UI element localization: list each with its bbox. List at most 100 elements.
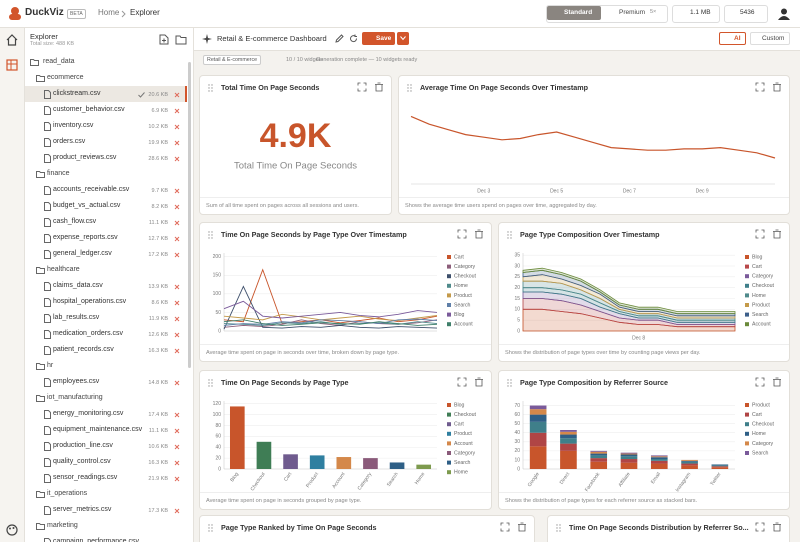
tree-folder[interactable]: marketing (47, 522, 78, 529)
save-button[interactable] (362, 32, 395, 45)
file-icon (44, 138, 51, 147)
tree-folder[interactable]: it_operations (47, 490, 88, 497)
tree-folder[interactable]: healthcare (47, 266, 80, 273)
expand-icon (357, 82, 367, 92)
line (223, 319, 438, 326)
delete-icon (174, 380, 180, 386)
tree-file[interactable]: product_reviews.csv (53, 154, 117, 161)
palette-icon[interactable] (6, 524, 18, 536)
line (410, 115, 776, 159)
legend-label: Product (752, 302, 770, 308)
bar-segment (681, 459, 698, 461)
x-tick-label: Instagram (675, 471, 693, 493)
tree-file[interactable]: claims_data.csv (53, 282, 103, 289)
x-tick-label: Dec 9 (696, 188, 709, 194)
handle-dot (410, 90, 412, 92)
bar-segment (590, 455, 608, 459)
tree-file[interactable]: lab_results.csv (53, 314, 100, 321)
delete-shape (174, 348, 180, 354)
tree-folder[interactable]: ecommerce (47, 74, 84, 81)
x-tick-label: Dec 5 (550, 188, 563, 194)
tree-file[interactable]: campaign_performance.csv (53, 538, 139, 542)
legend-label: Category (752, 441, 773, 447)
y-tick-label: 200 (213, 254, 222, 260)
tree-file[interactable]: expense_reports.csv (53, 234, 118, 241)
breadcrumb-home[interactable]: Home (98, 8, 120, 17)
handle-dot (208, 87, 210, 89)
bar (283, 454, 298, 469)
tree-file[interactable]: accounts_receivable.csv (53, 186, 130, 193)
handle-dot (407, 84, 409, 86)
bar-segment (560, 438, 577, 444)
tree-file[interactable]: quality_control.csv (53, 458, 111, 465)
widget-actions (755, 522, 781, 532)
new-file-icon[interactable] (159, 34, 169, 45)
folder-icon (36, 491, 45, 498)
tree-folder[interactable]: iot_manufacturing (47, 394, 103, 401)
home-icon[interactable] (6, 34, 18, 46)
dashboard-tag: Retail & E-commerce (203, 55, 262, 65)
widget-description: Average time spent on page in seconds ov… (200, 344, 491, 361)
tree-file[interactable]: patient_records.csv (53, 346, 114, 353)
tree-file[interactable]: medication_orders.csv (53, 330, 124, 337)
save-menu[interactable] (397, 32, 409, 45)
tree-file[interactable]: equipment_maintenance.csv (53, 426, 143, 433)
bar-segment (590, 453, 608, 456)
tree-file[interactable]: cash_flow.csv (53, 218, 97, 225)
tree-folder[interactable]: hr (47, 362, 54, 369)
line (223, 300, 438, 319)
custom-button[interactable] (750, 32, 790, 45)
tree-file[interactable]: general_ledger.csv (53, 250, 112, 257)
handle-dot (211, 524, 213, 526)
table-icon[interactable] (6, 59, 18, 71)
legend-label: Checkout (454, 274, 476, 280)
expand-icon (457, 377, 467, 387)
delete-icon (773, 229, 781, 239)
file-size: 11.1 KB (148, 428, 168, 434)
edit-icon[interactable] (335, 34, 344, 43)
scrollbar[interactable] (188, 62, 191, 368)
delete-icon (174, 140, 180, 146)
tree-file[interactable]: budget_vs_actual.csv (53, 202, 121, 209)
bar (309, 455, 325, 469)
delete-icon (475, 229, 483, 239)
new-folder-icon[interactable] (175, 35, 187, 45)
tree-file[interactable]: customer_behavior.csv (53, 106, 125, 113)
folder-icon (36, 171, 45, 178)
tree-file[interactable]: server_metrics.csv (53, 506, 112, 513)
tree-file[interactable]: orders.csv (53, 138, 86, 145)
premium-label[interactable]: Premium (619, 9, 646, 16)
tree-file[interactable]: inventory.csv (53, 122, 94, 129)
avatar[interactable] (777, 7, 791, 21)
delete-shape (174, 108, 180, 114)
expand-icon (755, 229, 765, 239)
delete-shape (174, 236, 180, 242)
tree-file[interactable]: sensor_readings.csv (53, 474, 118, 481)
delete-icon (475, 377, 483, 387)
tree-file[interactable]: clickstream.csv (53, 90, 101, 97)
file-size: 10.6 KB (148, 444, 168, 450)
tree-file[interactable]: production_line.csv (53, 442, 113, 449)
standard-button[interactable] (547, 6, 601, 20)
legend-label: Blog (454, 312, 464, 318)
bar-segment (560, 431, 577, 435)
delete-icon (174, 188, 180, 194)
drag-handle (208, 524, 213, 532)
file-shape (44, 458, 51, 467)
file-icon (44, 410, 51, 419)
widget-actions (500, 522, 526, 532)
bar-segment (560, 430, 577, 432)
tree-file[interactable]: energy_monitoring.csv (53, 410, 124, 417)
legend-swatch (447, 441, 451, 446)
tree-file[interactable]: employees.csv (53, 378, 100, 385)
tree-file[interactable]: hospital_operations.csv (53, 298, 127, 305)
y-tick-label: 80 (215, 423, 221, 429)
widget-actions (755, 82, 781, 92)
file-icon (44, 90, 51, 99)
legend-swatch (745, 422, 749, 427)
tree-root[interactable]: read_data (43, 58, 75, 65)
tree-folder[interactable]: finance (47, 170, 70, 177)
ai-button[interactable] (719, 32, 746, 45)
bar-segment (529, 409, 547, 415)
refresh-icon[interactable] (349, 34, 358, 43)
